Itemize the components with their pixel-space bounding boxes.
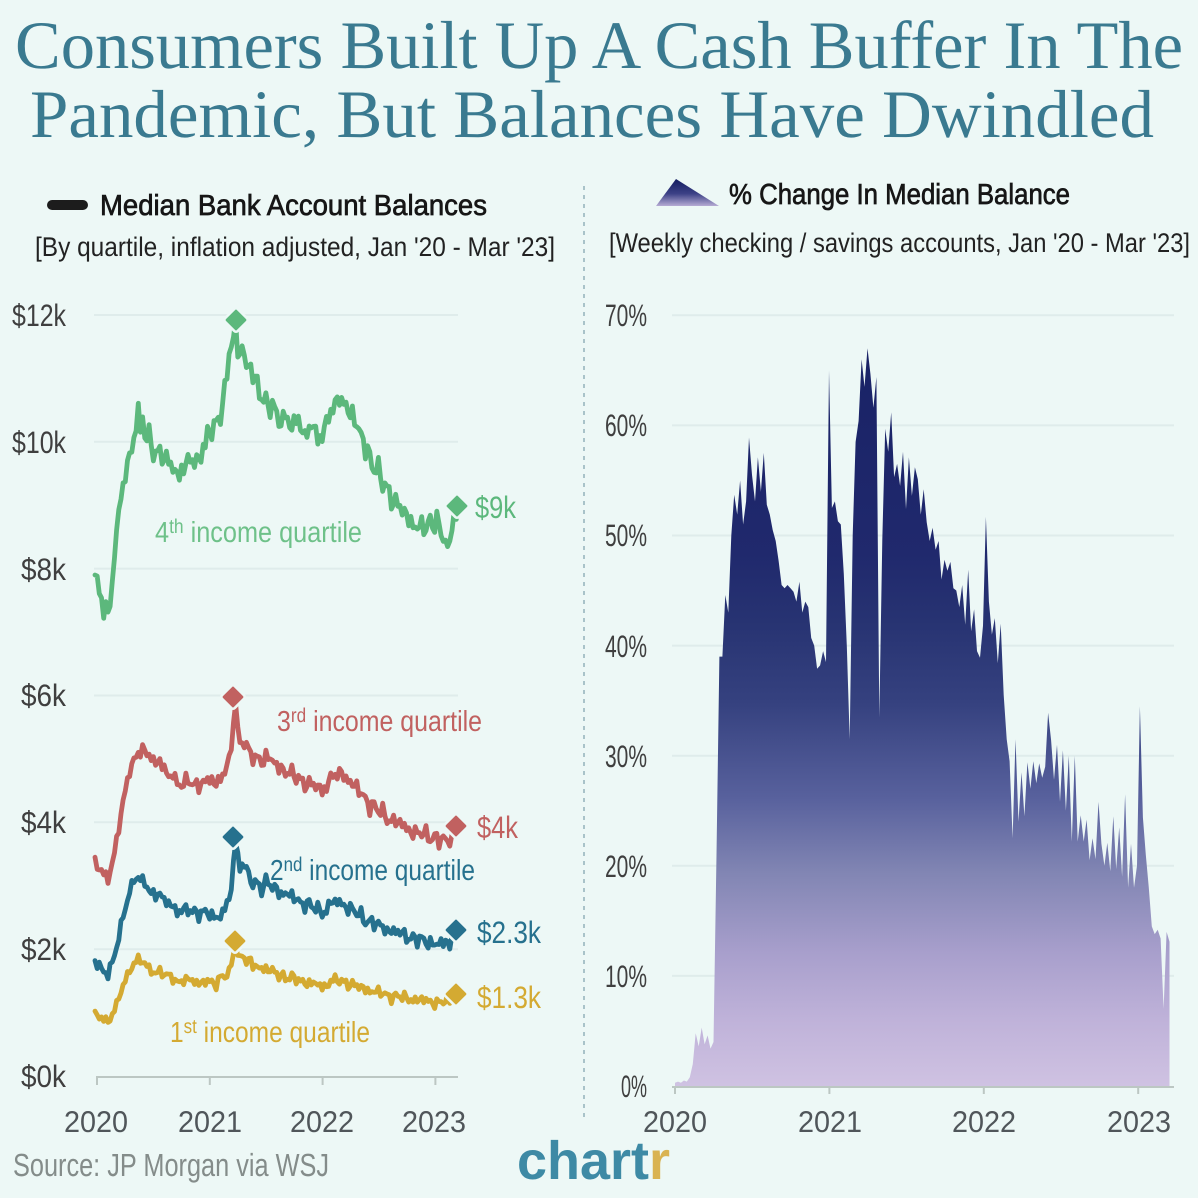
svg-text:$0k: $0k <box>21 1059 66 1094</box>
svg-text:70%: 70% <box>605 298 647 333</box>
svg-text:50%: 50% <box>605 518 647 553</box>
svg-text:2nd income quartile: 2nd income quartile <box>270 854 475 887</box>
svg-text:2020: 2020 <box>64 1106 128 1139</box>
svg-text:$1.3k: $1.3k <box>477 980 541 1015</box>
svg-text:$2k: $2k <box>21 932 66 967</box>
svg-text:2021: 2021 <box>798 1106 862 1139</box>
svg-text:$9k: $9k <box>475 490 516 525</box>
svg-text:$12k: $12k <box>12 298 66 333</box>
svg-text:2023: 2023 <box>1107 1106 1171 1139</box>
svg-text:60%: 60% <box>605 408 647 443</box>
svg-text:40%: 40% <box>605 629 647 664</box>
svg-text:$4k: $4k <box>21 805 66 840</box>
svg-text:$8k: $8k <box>21 552 66 587</box>
svg-text:$4k: $4k <box>477 810 518 845</box>
svg-text:$6k: $6k <box>21 678 66 713</box>
svg-text:[Weekly checking / savings acc: [Weekly checking / savings accounts, Jan… <box>609 228 1190 258</box>
svg-text:Source: JP Morgan via WSJ: Source: JP Morgan via WSJ <box>13 1147 329 1183</box>
svg-text:[By quartile, inflation adjust: [By quartile, inflation adjusted, Jan '2… <box>35 232 555 262</box>
svg-text:10%: 10% <box>605 959 647 994</box>
svg-text:Consumers Built Up A Cash Buff: Consumers Built Up A Cash Buffer In The <box>15 7 1183 83</box>
svg-text:2021: 2021 <box>178 1106 242 1139</box>
svg-text:2022: 2022 <box>952 1106 1016 1139</box>
svg-text:20%: 20% <box>605 849 647 884</box>
svg-text:2022: 2022 <box>290 1106 354 1139</box>
svg-text:chartr: chartr <box>517 1131 670 1191</box>
svg-text:2020: 2020 <box>643 1106 707 1139</box>
svg-text:Median Bank Account Balances: Median Bank Account Balances <box>100 190 487 222</box>
svg-text:30%: 30% <box>605 739 647 774</box>
svg-text:3rd income quartile: 3rd income quartile <box>277 705 482 738</box>
svg-text:0%: 0% <box>621 1069 647 1104</box>
svg-text:4th income quartile: 4th income quartile <box>155 516 362 549</box>
svg-text:Pandemic, But Balances Have Dw: Pandemic, But Balances Have Dwindled <box>30 76 1154 152</box>
svg-text:2023: 2023 <box>402 1106 466 1139</box>
svg-text:$10k: $10k <box>12 425 66 460</box>
svg-text:$2.3k: $2.3k <box>477 915 541 950</box>
svg-text:% Change In Median Balance: % Change In Median Balance <box>729 179 1070 211</box>
svg-text:1st income quartile: 1st income quartile <box>170 1016 370 1049</box>
